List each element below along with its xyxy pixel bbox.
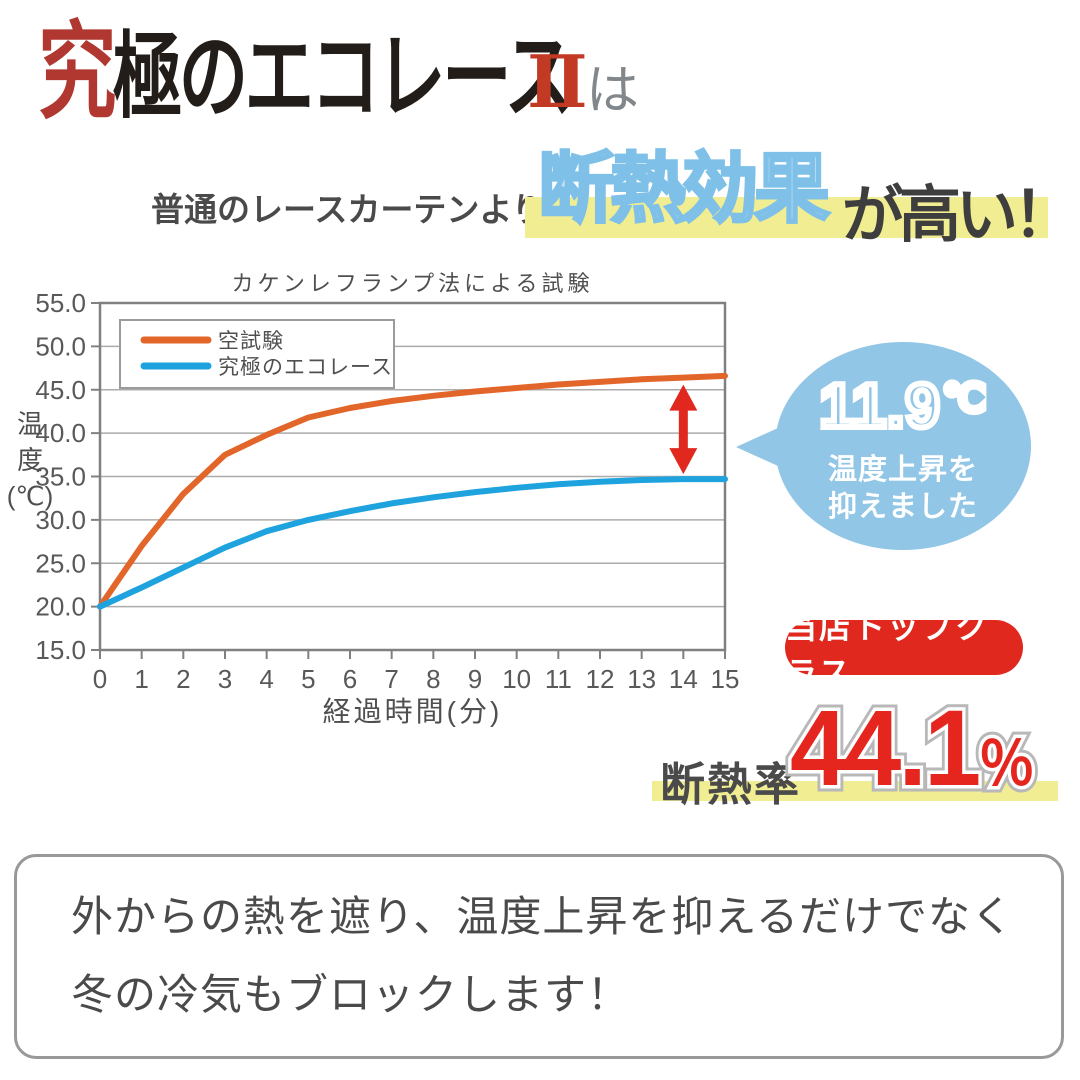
temp-reduction-callout: 11.9℃ 温度上昇を 抑えました: [775, 342, 1031, 550]
y-tick-label: 50.0: [35, 331, 86, 361]
x-tick-label: 7: [384, 664, 398, 694]
benefit-note-box: 外からの熱を遮り、温度上昇を抑えるだけでなく 冬の冷気もブロックします！: [14, 854, 1064, 1059]
callout-temp-value: 11.9: [817, 372, 943, 441]
x-tick-label: 11: [545, 664, 572, 694]
chart-title: カケンレフランプ法による試験: [231, 271, 593, 296]
brand-logo-rest: 極のエコレース: [112, 22, 574, 132]
x-tick-label: 10: [502, 664, 531, 694]
brand-logo-particle: は: [586, 61, 639, 120]
callout-temp-unit: ℃: [940, 377, 989, 421]
insulation-rate-outline-inner: 44.1％: [787, 687, 1039, 808]
y-tick-label: 30.0: [35, 505, 86, 535]
y-axis-label: 温: [17, 409, 43, 439]
insulation-rate-value: 44.1％: [790, 687, 1035, 808]
series-line-1: [97, 476, 728, 610]
x-tick-label: 0: [93, 664, 107, 694]
y-tick-label: 20.0: [35, 592, 86, 622]
top-class-badge: 当店トップクラス: [785, 609, 1023, 691]
brand-logo-version: Ⅱ: [527, 39, 588, 124]
callout-text-line1: 温度上昇を: [827, 454, 978, 486]
x-tick-label: 5: [301, 664, 315, 694]
callout-tail: [736, 428, 778, 466]
benefit-note-line1: 外からの熱を遮り、温度上昇を抑えるだけでなく: [71, 893, 1015, 940]
callout-temperature: 11.9℃: [817, 373, 989, 441]
x-tick-label: 15: [711, 664, 740, 694]
tagline-prefix: 普通のレースカーテンより: [151, 191, 545, 228]
x-tick-label: 9: [468, 664, 482, 694]
x-tick-label: 12: [586, 664, 615, 694]
tagline-highlight-band: [525, 197, 1048, 238]
y-axis-label: 度: [17, 445, 43, 475]
legend-box: [119, 319, 395, 389]
legend-label-0: 空試験: [218, 330, 284, 353]
insulation-rate-label: 断熱率: [660, 759, 802, 810]
y-tick-label: 45.0: [35, 375, 86, 405]
y-axis-label: (℃): [7, 481, 54, 511]
top-class-badge-label: 当店トップクラス: [785, 608, 990, 691]
y-tick-label: 35.0: [35, 462, 86, 492]
series-line-0: [97, 372, 728, 610]
tagline-suffix: が高い！: [842, 181, 1075, 250]
brand-logo: 究極のエコレース: [38, 13, 574, 132]
x-axis-label: 経過時間(分): [323, 696, 503, 727]
legend-label-1: 究極のエコレース: [218, 356, 393, 379]
tagline-keyword: 断熱効果: [537, 146, 832, 232]
y-tick-label: 15.0: [35, 635, 86, 665]
x-tick-label: 1: [134, 664, 148, 694]
x-tick-label: 6: [343, 664, 357, 694]
x-tick-label: 13: [627, 664, 656, 694]
rate-highlight-band: [652, 781, 1058, 801]
x-tick-label: 3: [218, 664, 232, 694]
x-tick-label: 8: [426, 664, 440, 694]
y-tick-label: 40.0: [35, 418, 86, 448]
x-tick-label: 4: [259, 664, 273, 694]
y-tick-label: 25.0: [35, 548, 86, 578]
brand-logo-first-char: 究: [38, 9, 116, 134]
temperature-line-chart: 15.020.025.030.035.040.045.050.055.00 1 2 3…: [7, 271, 740, 727]
callout-text-line2: 抑えました: [827, 491, 978, 523]
x-tick-label: 14: [669, 664, 698, 694]
diff-arrow-head-down: [669, 448, 698, 475]
x-tick-label: 2: [176, 664, 190, 694]
y-tick-label: 55.0: [35, 288, 86, 318]
benefit-note-line2: 冬の冷気もブロックします！: [71, 971, 631, 1018]
diff-arrow-head-up: [669, 384, 698, 411]
insulation-rate-outline: 44.1％: [784, 687, 1042, 808]
